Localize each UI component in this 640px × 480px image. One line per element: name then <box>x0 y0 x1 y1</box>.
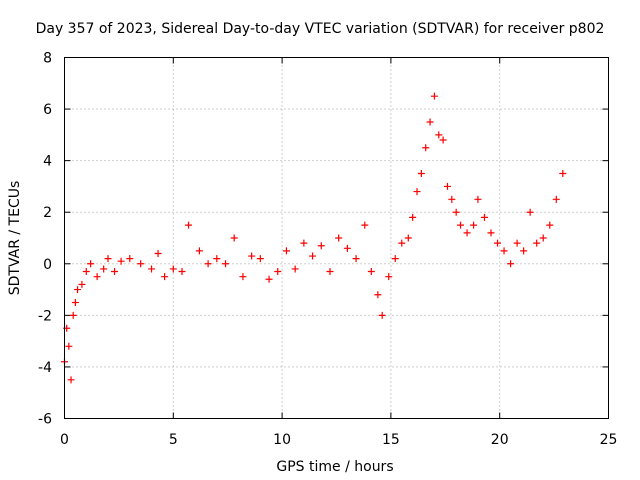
y-tick-label: 4 <box>43 154 52 170</box>
data-point <box>361 221 369 229</box>
data-point <box>457 221 465 229</box>
data-point <box>426 118 434 126</box>
y-tick-label: 8 <box>43 51 52 67</box>
data-point <box>282 247 290 255</box>
data-point <box>265 275 273 283</box>
data-point <box>71 298 79 306</box>
data-point <box>367 268 375 276</box>
data-point <box>422 144 430 152</box>
data-point <box>248 252 256 260</box>
data-point <box>474 195 482 203</box>
data-point <box>409 213 417 221</box>
data-point <box>452 208 460 216</box>
data-point <box>439 136 447 144</box>
data-point <box>169 265 177 273</box>
data-point <box>178 268 186 276</box>
data-point <box>533 239 541 247</box>
data-point <box>494 239 502 247</box>
data-point <box>546 221 554 229</box>
data-point <box>111 268 119 276</box>
data-point <box>470 221 478 229</box>
data-point <box>391 255 399 263</box>
data-point <box>69 311 77 319</box>
data-point <box>487 229 495 237</box>
plot-frame <box>64 57 609 419</box>
data-point <box>74 286 82 294</box>
y-tick-label: -4 <box>38 360 52 376</box>
data-point <box>185 221 193 229</box>
data-point <box>104 255 112 263</box>
data-point <box>413 188 421 196</box>
data-point <box>463 229 471 237</box>
x-tick-label: 20 <box>491 432 509 448</box>
y-axis-label: SDTVAR / TECUs <box>7 181 23 296</box>
data-point <box>65 342 73 350</box>
data-point <box>154 249 162 257</box>
data-point <box>87 260 95 268</box>
data-point <box>500 247 508 255</box>
data-point <box>539 234 547 242</box>
data-point <box>161 273 169 281</box>
data-point <box>552 195 560 203</box>
data-point <box>480 213 488 221</box>
data-point <box>78 280 86 288</box>
axes: 0 5 10 15 20 25 -6 -4 -2 0 2 4 6 8 <box>38 51 617 449</box>
data-point <box>274 268 282 276</box>
x-tick-label: 0 <box>60 432 69 448</box>
data-point <box>82 268 90 276</box>
data-point <box>213 255 221 263</box>
x-axis-label: GPS time / hours <box>276 459 393 475</box>
data-points <box>61 92 567 384</box>
data-point <box>317 242 325 250</box>
data-point <box>443 182 451 190</box>
data-point <box>374 291 382 299</box>
data-point <box>148 265 156 273</box>
x-tick-label: 15 <box>382 432 400 448</box>
data-point <box>67 376 75 384</box>
data-point <box>93 273 101 281</box>
data-point <box>326 268 334 276</box>
data-point <box>398 239 406 247</box>
grid <box>64 57 609 419</box>
data-point <box>204 260 212 268</box>
data-point <box>291 265 299 273</box>
y-tick-label: 6 <box>43 102 52 118</box>
data-point <box>343 244 351 252</box>
data-point <box>126 255 134 263</box>
data-point <box>352 255 360 263</box>
data-point <box>526 208 534 216</box>
chart-title: Day 357 of 2023, Sidereal Day-to-day VTE… <box>36 21 605 37</box>
data-point <box>300 239 308 247</box>
data-point <box>385 273 393 281</box>
data-point <box>559 170 567 178</box>
data-point <box>222 260 230 268</box>
data-point <box>435 131 443 139</box>
data-point <box>230 234 238 242</box>
y-tick-label: 0 <box>43 257 52 273</box>
data-point <box>256 255 264 263</box>
y-tick-label: -6 <box>38 412 52 428</box>
data-point <box>117 257 125 265</box>
data-point <box>513 239 521 247</box>
y-tick-label: -2 <box>38 308 52 324</box>
data-point <box>335 234 343 242</box>
x-tick-label: 10 <box>273 432 291 448</box>
data-point <box>137 260 145 268</box>
data-point <box>100 265 108 273</box>
x-tick-label: 25 <box>600 432 618 448</box>
data-point <box>239 273 247 281</box>
data-point <box>404 234 412 242</box>
data-point <box>195 247 203 255</box>
data-point <box>309 252 317 260</box>
data-point <box>417 170 425 178</box>
data-point <box>430 92 438 100</box>
x-tick-label: 5 <box>169 432 178 448</box>
data-point <box>448 195 456 203</box>
data-point <box>520 247 528 255</box>
data-point <box>378 311 386 319</box>
data-point <box>507 260 515 268</box>
y-tick-label: 2 <box>43 205 52 221</box>
